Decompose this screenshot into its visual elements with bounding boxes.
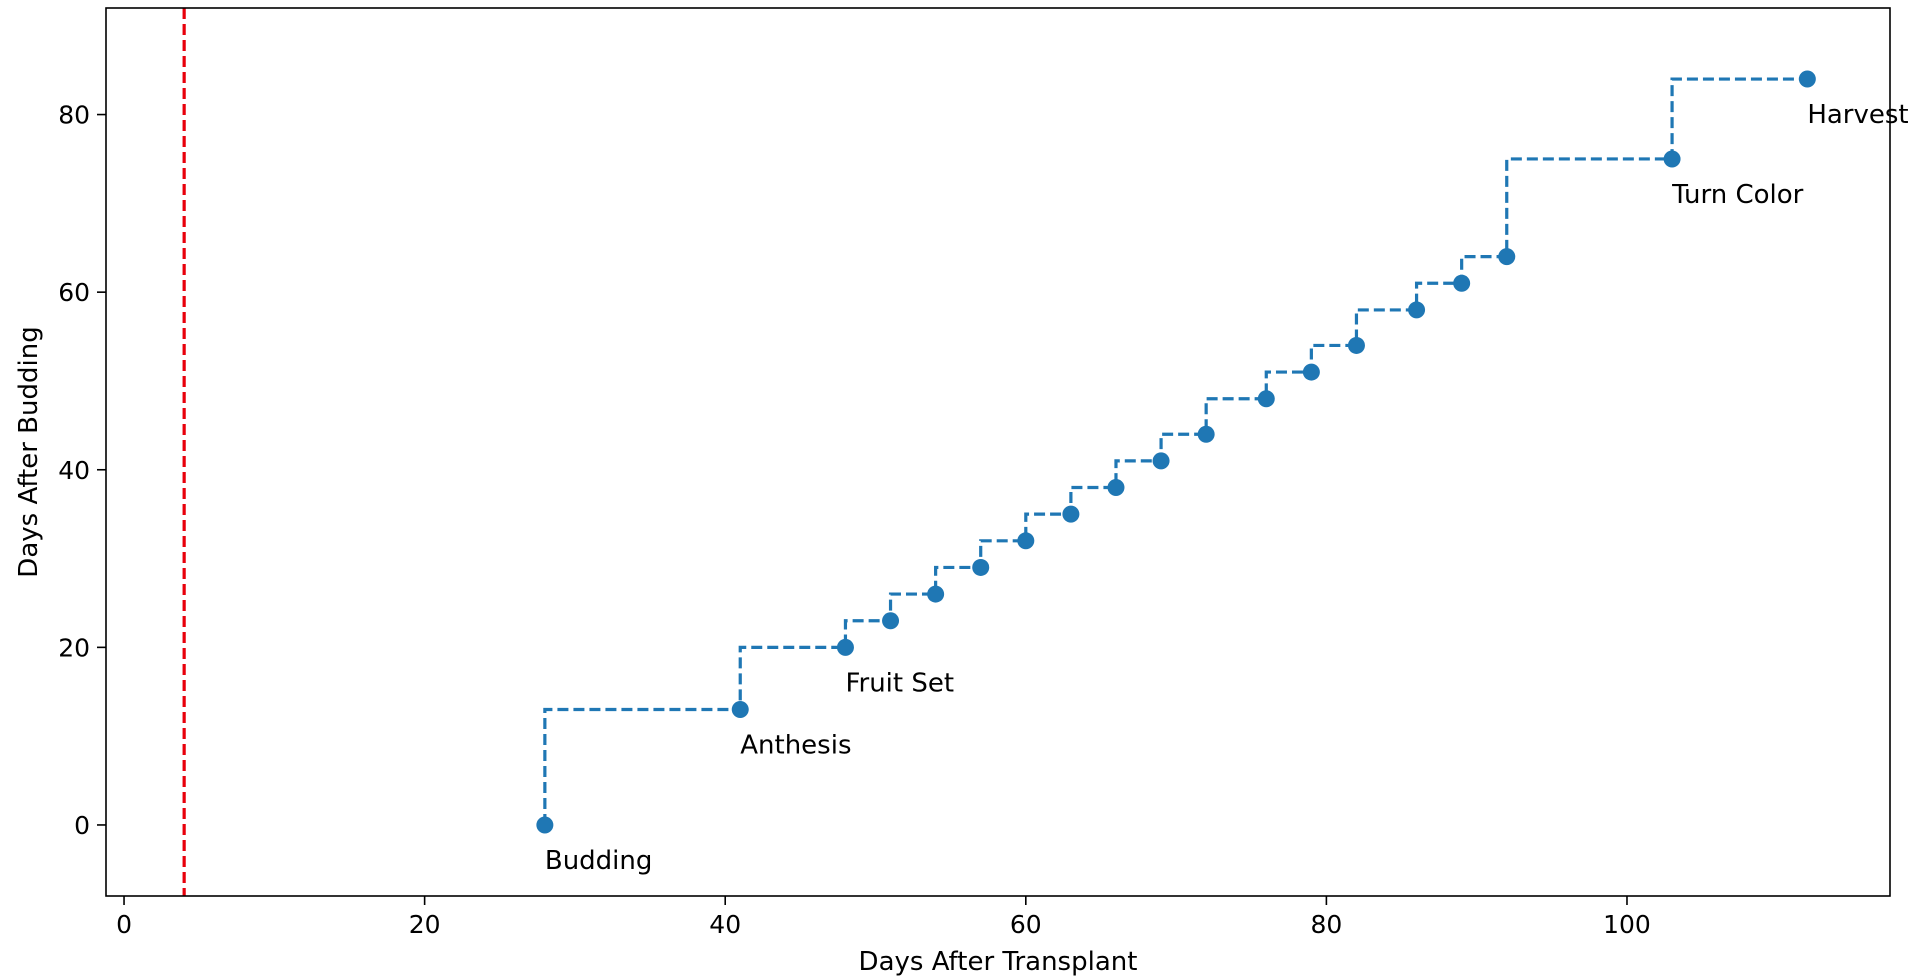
y-tick-label: 60 [58,278,90,307]
x-tick-label: 100 [1603,910,1651,939]
data-point [1798,70,1816,88]
y-axis-label: Days After Budding [14,326,44,577]
data-point [1017,532,1035,550]
x-axis-label: Days After Transplant [859,947,1138,977]
data-point [1302,363,1320,381]
data-point [1257,390,1275,408]
data-point [1152,452,1170,470]
x-tick-label: 40 [709,910,741,939]
data-point [1197,425,1215,443]
data-point [1663,150,1681,168]
data-point [1498,248,1516,266]
data-point [836,638,854,656]
y-tick-label: 80 [58,101,90,130]
stage-annotation: Harvest [1807,100,1908,130]
data-point [1408,301,1426,319]
x-tick-label: 60 [1010,910,1042,939]
stage-annotation: Anthesis [740,731,851,761]
y-tick-label: 40 [58,456,90,485]
data-point [1107,479,1125,497]
x-tick-label: 80 [1310,910,1342,939]
data-point [1347,336,1365,354]
data-point [882,612,900,630]
stage-annotation: Budding [545,846,653,876]
x-tick-label: 0 [116,910,132,939]
data-point [927,585,945,603]
data-point [972,558,990,576]
plot-frame [105,7,1891,897]
data-point [536,816,554,834]
stage-annotation: Fruit Set [845,668,954,698]
stage-annotation: Turn Color [1671,180,1804,210]
data-point [1062,505,1080,523]
data-point [1453,274,1471,292]
x-tick-label: 20 [409,910,441,939]
y-tick-label: 0 [74,811,90,840]
y-tick-label: 20 [58,633,90,662]
data-point [731,701,749,719]
